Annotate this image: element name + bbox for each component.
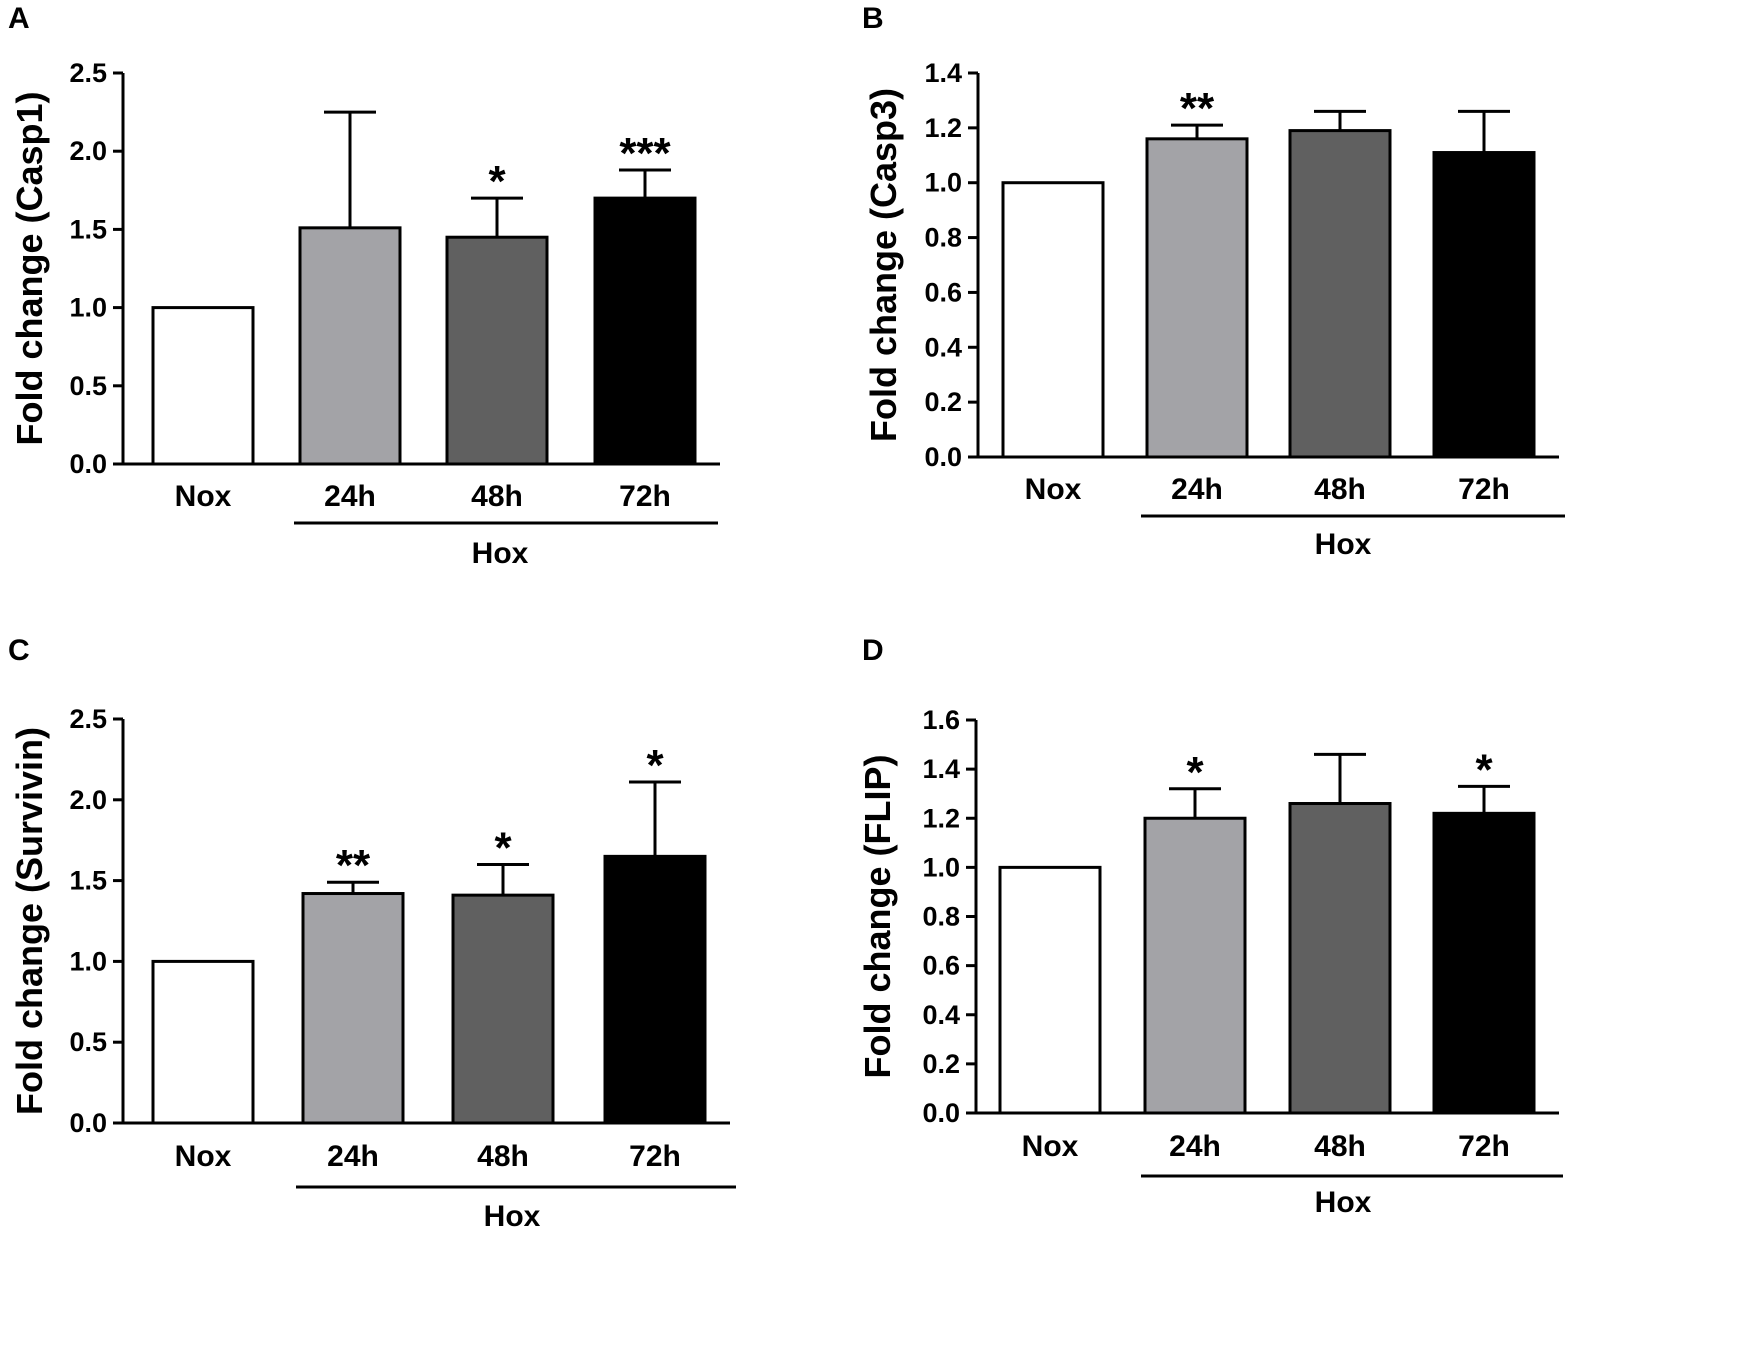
panel-letter: B <box>862 2 884 35</box>
y-tick-label: 1.2 <box>924 113 962 143</box>
bar-48h <box>1288 802 1392 1115</box>
x-category-label: 72h <box>619 480 671 513</box>
x-category-label: 72h <box>1458 1130 1510 1163</box>
chart-panel-c: C 0.0 0.5 1.0 1.5 2.0 2.5 Fold change (Survivin… <box>8 634 736 1233</box>
y-tick-label: 2.5 <box>69 58 107 88</box>
y-tick-label: 0.6 <box>924 277 962 307</box>
y-tick-label: 0.0 <box>69 1108 107 1138</box>
bar-72h <box>1432 811 1536 1115</box>
bar-24h <box>1145 137 1249 459</box>
y-axis-label: Fold change (Casp3) <box>863 88 904 442</box>
y-tick-label: 0.2 <box>922 1049 960 1079</box>
y-axis-label: Fold change (FLIP) <box>857 755 898 1079</box>
y-tick-label: 0.0 <box>69 449 107 479</box>
significance-marker: * <box>1186 748 1204 797</box>
x-category-label: 72h <box>1458 473 1510 506</box>
y-tick-label: 2.0 <box>69 785 107 815</box>
x-category-label: 24h <box>324 480 376 513</box>
y-axis-label: Fold change (Casp1) <box>9 91 50 445</box>
bar-24h <box>298 226 402 466</box>
y-tick-label: 0.2 <box>924 387 962 417</box>
y-tick-label: 0.5 <box>69 1027 107 1057</box>
significance-marker: *** <box>619 129 671 178</box>
y-tick-label: 0.4 <box>924 332 962 362</box>
bar-48h <box>445 235 549 466</box>
y-tick-label: 1.0 <box>69 293 107 323</box>
bar-48h <box>1288 129 1392 459</box>
significance-marker: * <box>494 823 512 872</box>
panel-letter: D <box>862 634 884 667</box>
y-tick-label: 1.4 <box>924 58 962 88</box>
bar-48h <box>451 893 555 1125</box>
x-category-label: 48h <box>1314 473 1366 506</box>
bar-72h <box>603 854 707 1125</box>
panel-letter: C <box>8 634 30 667</box>
y-tick-label: 2.5 <box>69 704 107 734</box>
group-label: Hox <box>1315 528 1372 561</box>
chart-panel-a: A 0.0 0.5 1.0 1.5 2.0 2.5 Fold change (Casp1) No… <box>8 2 720 570</box>
y-tick-label: 1.5 <box>69 214 107 244</box>
significance-marker: * <box>488 157 506 206</box>
y-tick-label: 1.2 <box>922 803 960 833</box>
y-tick-label: 1.6 <box>922 705 960 735</box>
y-tick-label: 0.0 <box>924 442 962 472</box>
chart-panel-b: B 0.0 0.2 0.4 0.6 0.8 1.0 1.2 1.4 Fold change (Ca… <box>862 2 1565 561</box>
y-axis-label: Fold change (Survivin) <box>9 727 50 1115</box>
x-category-label: 48h <box>477 1140 529 1173</box>
bar-72h <box>1432 151 1536 459</box>
x-category-label: Nox <box>175 1140 232 1173</box>
y-tick-label: 2.0 <box>69 136 107 166</box>
bar-24h <box>301 892 405 1125</box>
bar-24h <box>1143 816 1247 1115</box>
x-category-label: Nox <box>1025 473 1082 506</box>
group-label: Hox <box>484 1200 541 1233</box>
bar-nox <box>151 306 255 466</box>
y-tick-label: 1.0 <box>69 946 107 976</box>
y-tick-label: 0.6 <box>922 951 960 981</box>
group-label: Hox <box>472 537 529 570</box>
y-tick-label: 1.0 <box>924 168 962 198</box>
x-category-label: 24h <box>1171 473 1223 506</box>
significance-marker: * <box>1475 745 1493 794</box>
x-category-label: Nox <box>1022 1130 1079 1163</box>
significance-marker: * <box>646 741 664 790</box>
bar-nox <box>998 865 1102 1115</box>
group-label: Hox <box>1315 1186 1372 1219</box>
x-category-label: Nox <box>175 480 232 513</box>
x-category-label: 24h <box>1169 1130 1221 1163</box>
x-category-label: 48h <box>1314 1130 1366 1163</box>
bar-nox <box>1001 181 1105 459</box>
significance-marker: ** <box>1180 84 1215 133</box>
y-tick-label: 1.5 <box>69 866 107 896</box>
panel-letter: A <box>8 2 30 35</box>
y-tick-label: 0.8 <box>922 902 960 932</box>
y-tick-label: 0.0 <box>922 1098 960 1128</box>
bar-72h <box>593 196 697 466</box>
y-tick-label: 0.4 <box>922 1000 960 1030</box>
y-tick-label: 0.5 <box>69 371 107 401</box>
bar-nox <box>151 959 255 1125</box>
chart-panel-d: D 0.0 0.2 0.4 0.6 0.8 1.0 1.2 1.4 1.6 Fold change … <box>857 634 1563 1219</box>
y-tick-label: 1.4 <box>922 754 960 784</box>
significance-marker: ** <box>336 841 371 890</box>
x-category-label: 48h <box>471 480 523 513</box>
x-category-label: 24h <box>327 1140 379 1173</box>
y-tick-label: 0.8 <box>924 223 962 253</box>
y-tick-label: 1.0 <box>922 852 960 882</box>
x-category-label: 72h <box>629 1140 681 1173</box>
